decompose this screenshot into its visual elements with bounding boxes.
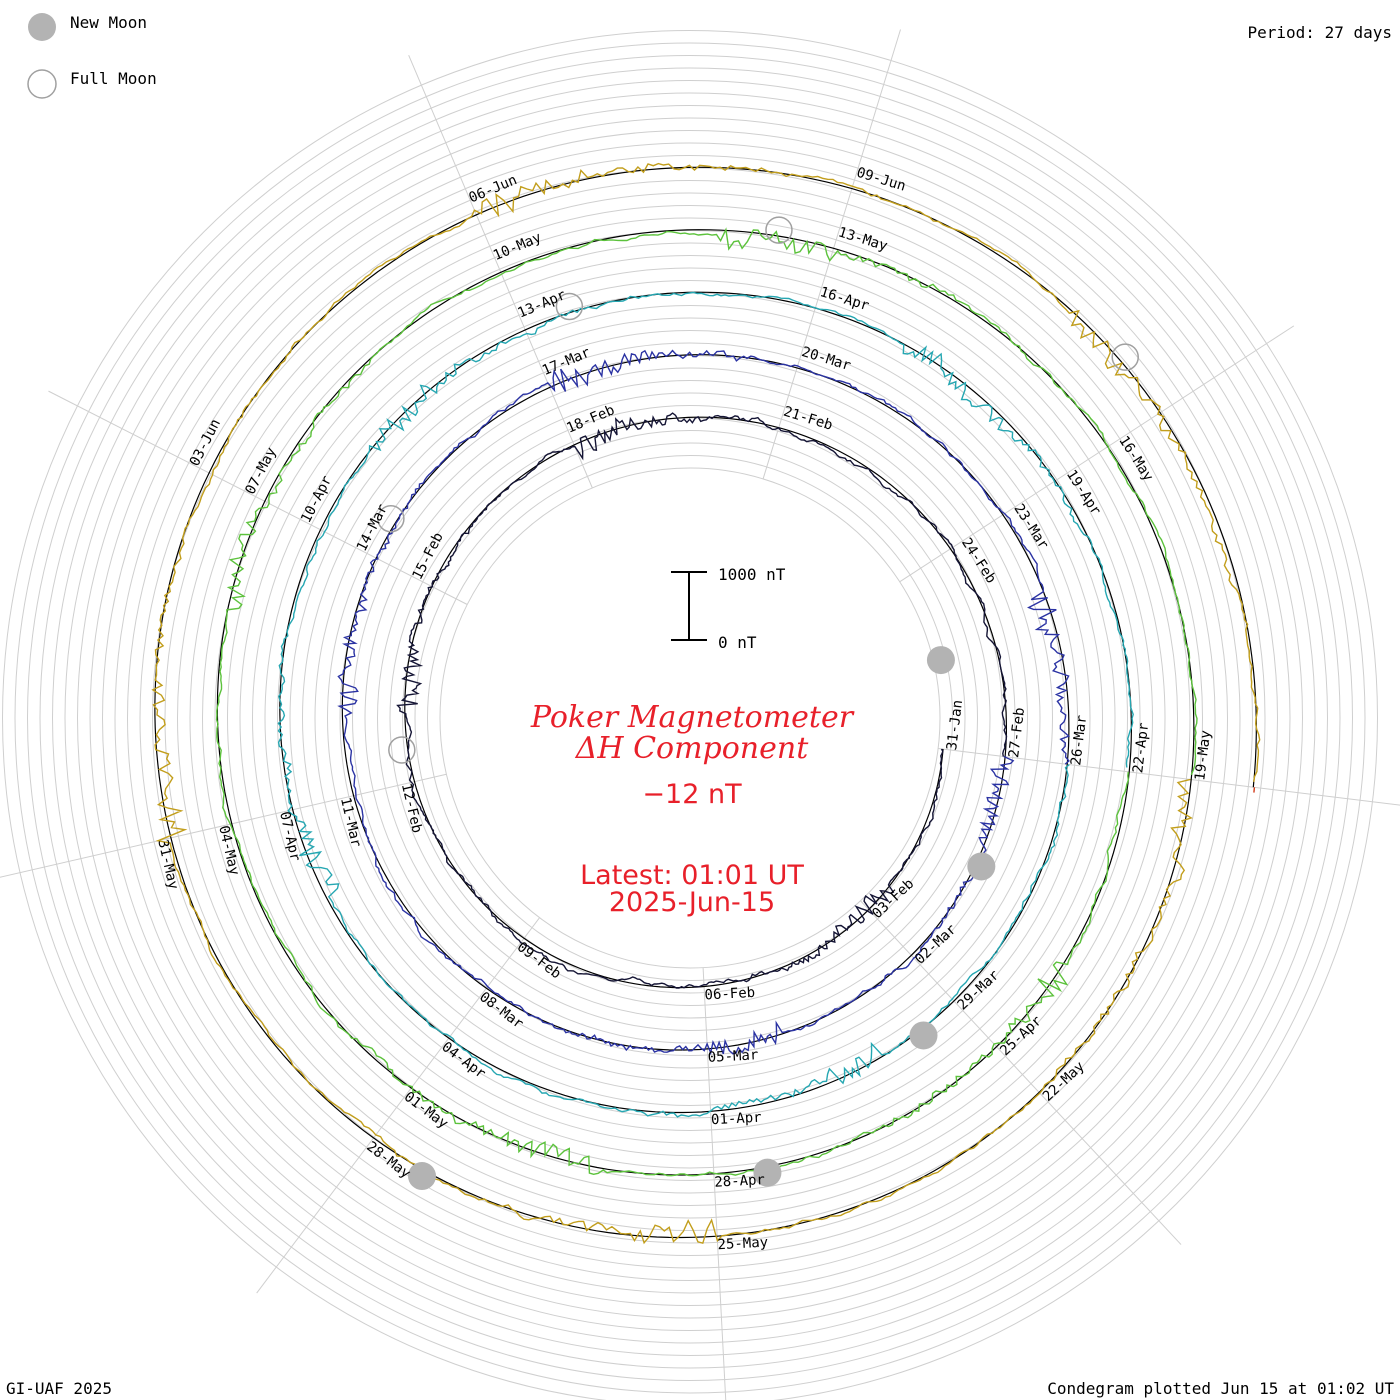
full-moon-marker [377,505,405,533]
chart-subtitle: ΔH Component [575,731,809,766]
reference-ring [352,380,1028,1056]
reference-ring [402,430,978,1006]
date-label: 01-Apr [711,1110,762,1129]
radial-spoke [762,29,901,480]
date-label: 31-Jan [944,699,966,751]
latest-date: 2025-Jun-15 [609,887,775,918]
reference-ring [289,317,1091,1119]
reference-ring [152,180,1228,1256]
trace-rotation-4 [215,227,1198,1177]
reference-ring [64,92,1316,1344]
reference-ring [439,467,941,969]
new-moon-marker [967,852,996,881]
new-moon-marker [407,1162,436,1191]
reference-ring [14,42,1366,1394]
trace-rotation-2 [337,349,1071,1056]
radial-spoke [938,747,1400,806]
date-label: 26-Mar [1068,714,1090,766]
date-label: 22-Apr [1130,722,1152,774]
date-label: 25-May [717,1235,768,1254]
radial-spoke [48,390,468,605]
date-label: 27-Feb [1006,707,1028,759]
reference-ring [202,230,1178,1206]
baseline-spiral [154,166,1257,1239]
reference-ring [89,117,1291,1319]
period-label: Period: 27 days [1248,23,1393,42]
reference-ring [127,155,1253,1281]
reference-ring [52,80,1328,1356]
new-moon-label: New Moon [70,13,147,32]
delta-h-trace [151,162,1261,1245]
reference-ring [377,405,1003,1031]
spiral-baseline [154,166,1257,1239]
full-moon-label: Full Moon [70,69,157,88]
reference-ring [114,142,1266,1294]
trace-rotation-3 [277,291,1134,1118]
trace-rotation-5 [151,162,1261,1245]
reference-ring [364,392,1016,1044]
radial-spoke [408,55,593,489]
reference-ring [277,305,1103,1131]
reference-ring [427,455,953,981]
radial-spoke [899,325,1295,583]
reference-ring [102,130,1278,1306]
reference-ring [2,30,1378,1400]
reference-ring [164,192,1216,1244]
trace-rotation-1 [396,412,1008,989]
reference-ring [327,355,1053,1081]
scale-top-label: 1000 nT [718,565,786,584]
footer-credit: GI-UAF 2025 [6,1379,112,1398]
new-moon-marker [909,1021,938,1050]
full-moon-marker [765,216,793,244]
reference-ring [214,242,1166,1194]
new-moon-icon [28,13,56,41]
full-moon-marker [555,292,584,321]
date-label: 19-May [1192,729,1214,781]
scale-bar: 1000 nT 0 nT [671,565,786,652]
full-moon-icon [27,69,57,99]
latest-time: Latest: 01:01 UT [580,860,804,891]
full-moon-marker [388,736,416,764]
reference-ring [27,55,1353,1381]
footer-timestamp: Condegram plotted Jun 15 at 01:02 UT [1047,1379,1394,1398]
reference-ring [239,267,1141,1169]
scale-bottom-label: 0 nT [718,633,757,652]
moon-markers [377,216,1139,1191]
reference-ring [227,255,1153,1181]
radial-spoke [256,917,540,1294]
reference-ring [389,417,991,1019]
reference-ring [302,330,1078,1106]
new-moon-marker [926,646,955,675]
reference-rings [2,30,1378,1400]
radial-spoke [0,773,447,878]
reference-ring [414,442,966,994]
current-value: −12 nT [642,779,742,810]
reference-ring [177,205,1203,1231]
reference-ring [252,280,1128,1156]
reference-ring [139,167,1241,1269]
chart-title: Poker Magnetometer [530,700,855,735]
new-moon-marker [753,1158,782,1187]
date-label: 28-Apr [714,1172,765,1191]
radial-spokes [0,29,1400,1400]
date-label: 06-Feb [704,985,755,1004]
trace-rotation-6 [1253,787,1256,793]
date-label: 05-Mar [707,1047,758,1066]
full-moon-marker [1111,343,1139,371]
reference-ring [39,67,1341,1369]
reference-ring [189,217,1191,1219]
reference-ring [77,105,1303,1331]
reference-ring [339,367,1041,1069]
